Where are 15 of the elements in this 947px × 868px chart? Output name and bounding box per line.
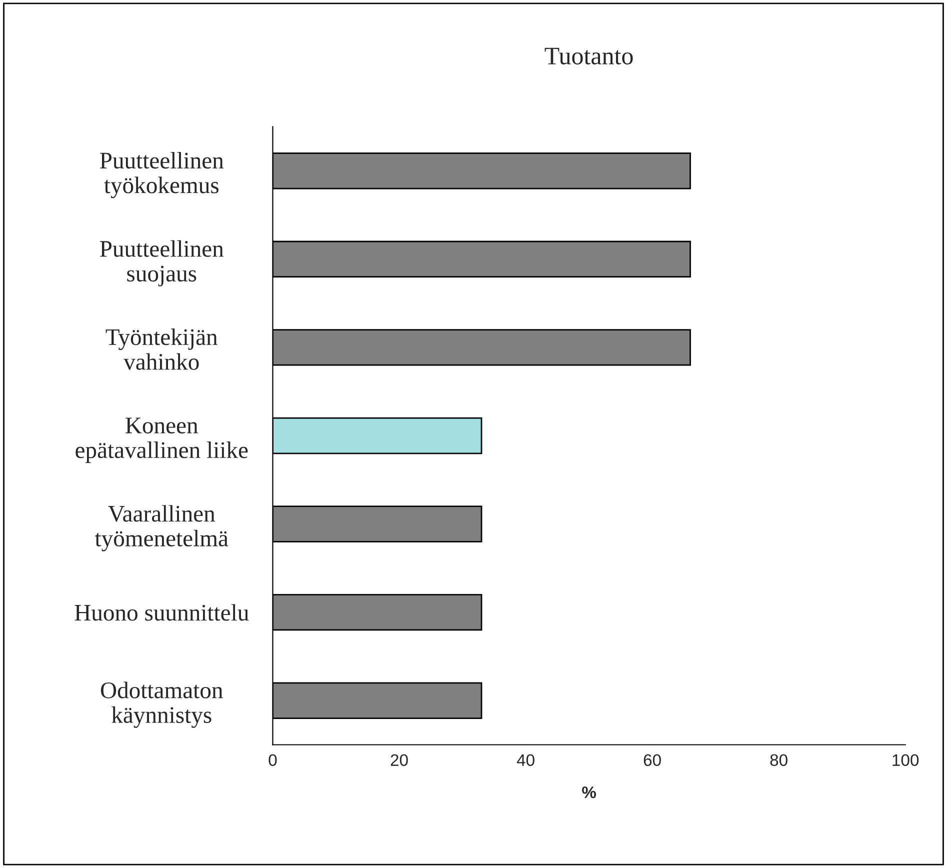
y-tick-label: Puutteellinen suojaus — [100, 240, 224, 286]
y-tick-label: Koneen epätavallinen liike — [76, 418, 248, 463]
x-tick-label: 20 — [390, 754, 408, 766]
x-tick-label: 100 — [892, 754, 919, 766]
y-tick-label: Vaarallinen työmenetelmä — [94, 505, 228, 552]
x-axis-title: % — [582, 786, 596, 798]
x-tick-label: 60 — [644, 754, 661, 766]
y-tick-label: Työntekijän vahinko — [106, 328, 218, 370]
chart-title: Tuotanto — [544, 48, 633, 64]
y-tick-label: Huono suunnittelu — [74, 604, 249, 621]
y-tick-label: Puutteellinen työkokemus — [100, 152, 224, 198]
x-tick-label: 40 — [516, 754, 534, 766]
x-tick-label: 0 — [268, 754, 277, 766]
y-tick-label: Odottamaton käynnistys — [100, 682, 223, 728]
x-tick-label: 80 — [770, 754, 788, 766]
